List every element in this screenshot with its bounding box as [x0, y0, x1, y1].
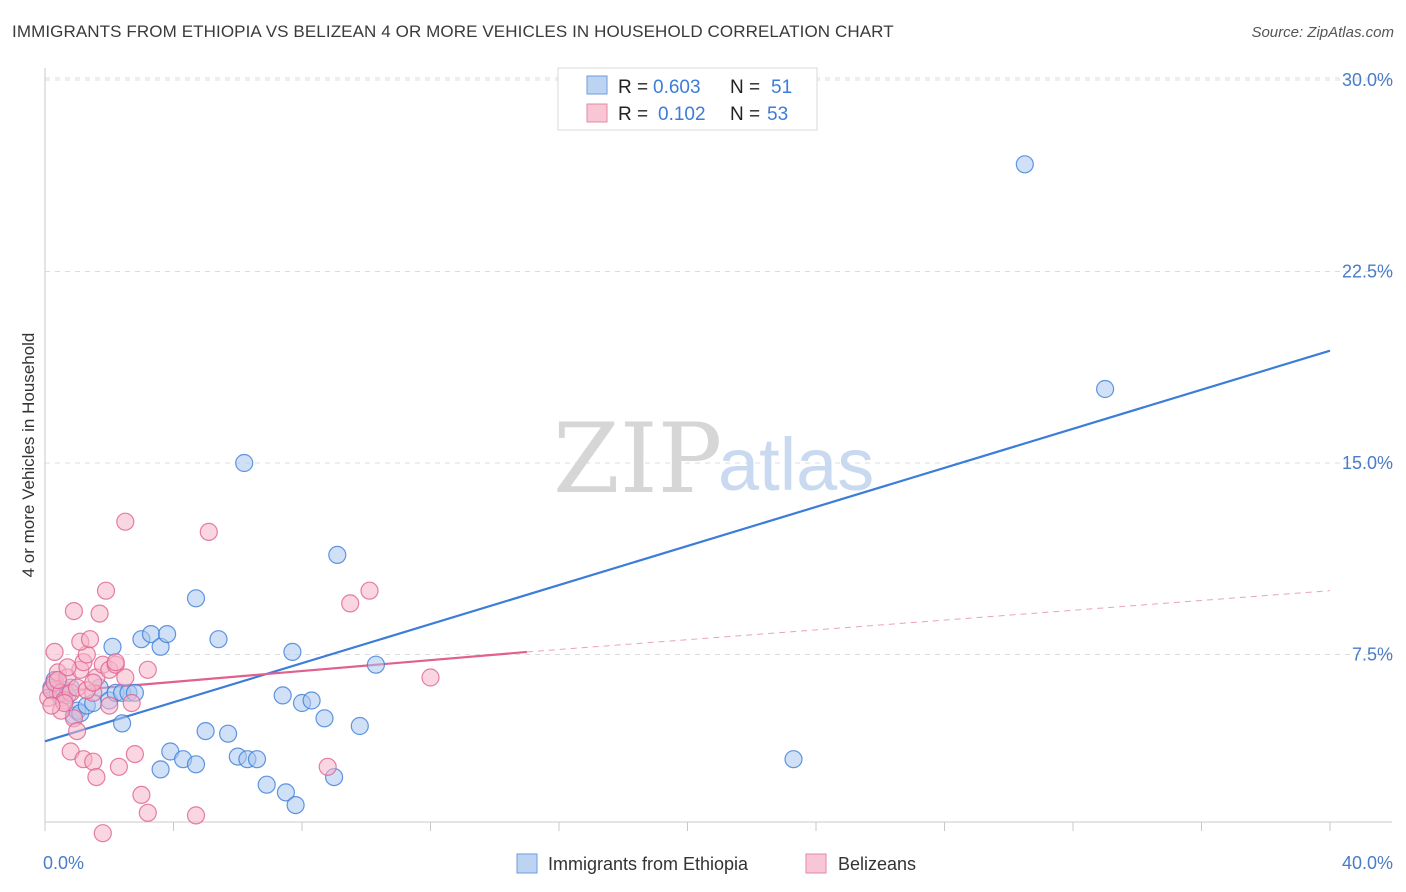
series-legend: Immigrants from Ethiopia Belizeans [516, 853, 916, 874]
bottom-legend-label-ethiopia: Immigrants from Ethiopia [548, 854, 749, 874]
belizean-point-37 [138, 660, 157, 679]
ethiopia-point-34 [276, 783, 295, 802]
chart-title: IMMIGRANTS FROM ETHIOPIA VS BELIZEAN 4 O… [12, 22, 894, 41]
tick-labels: 7.5% 15.0% 22.5% 30.0% 0.0% 40.0% [43, 70, 1393, 873]
bottom-legend-swatch-belizeans [805, 853, 827, 874]
belizean-point-29 [109, 757, 129, 776]
ethiopia-point-37 [283, 642, 302, 662]
y-axis-title: 4 or more Vehicles in Household [19, 333, 38, 578]
ethiopia-point-40 [328, 545, 347, 565]
ethiopia-point-49 [1015, 155, 1034, 174]
data-points [39, 155, 1115, 843]
belizean-point-31 [132, 785, 151, 805]
ethiopia-point-45 [209, 630, 228, 649]
belizean-point-3 [45, 642, 64, 662]
ethiopia-point-35 [286, 795, 305, 815]
legend-r-value-2: 0.102 [658, 104, 706, 125]
belizean-point-50 [58, 658, 77, 677]
bottom-legend-label-belizeans: Belizeans [838, 854, 916, 874]
bottom-legend-swatch-ethiopia [516, 853, 538, 874]
ethiopia-point-50 [1095, 379, 1115, 399]
ethiopia-point-44 [186, 589, 206, 608]
ethiopia-point-41 [350, 716, 369, 736]
belizean-point-20 [64, 601, 84, 621]
belizean-point-22 [80, 630, 100, 649]
belizean-point-27 [84, 752, 103, 771]
belizean-point-23 [90, 604, 109, 623]
ethiopia-point-48 [784, 750, 803, 769]
belizean-point-35 [116, 512, 135, 531]
belizean-point-33 [93, 824, 112, 843]
y-tick-label-2: 22.5% [1342, 262, 1393, 282]
y-tick-label-1: 15.0% [1342, 453, 1393, 473]
belizean-point-41 [421, 668, 440, 687]
belizean-point-40 [318, 757, 337, 776]
y-tick-label-3: 30.0% [1342, 70, 1393, 90]
belizean-point-28 [87, 767, 106, 787]
legend-r-label-2: R = [618, 104, 648, 125]
ethiopia-point-46 [235, 453, 254, 473]
belizean-point-19 [116, 668, 135, 687]
belizean-point-36 [199, 522, 218, 542]
ethiopia-point-24 [151, 760, 170, 779]
belizean-trend-extension [526, 590, 1331, 653]
watermark-zip: ZIP [553, 403, 722, 515]
x-tick-label-min: 0.0% [43, 853, 84, 873]
belizean-point-45 [42, 696, 61, 715]
belizean-point-51 [67, 721, 87, 741]
legend-n-label-2: N = [730, 104, 760, 125]
legend-r-value-1: 0.603 [653, 77, 701, 98]
belizean-point-49 [106, 653, 125, 672]
ethiopia-point-33 [257, 775, 276, 794]
legend-swatch-ethiopia [586, 75, 608, 95]
ethiopia-point-27 [186, 755, 206, 774]
watermark-atlas: atlas [718, 423, 874, 506]
ethiopia-point-28 [196, 721, 215, 741]
ethiopia-point-22 [103, 637, 122, 656]
ethiopia-point-32 [247, 750, 267, 769]
gridlines [45, 77, 1392, 655]
belizean-point-24 [96, 581, 116, 600]
y-tick-label-0: 7.5% [1352, 645, 1393, 665]
ethiopia-point-47 [273, 686, 292, 705]
x-tick-label-max: 40.0% [1342, 853, 1393, 873]
ethiopia-point-21 [158, 624, 177, 644]
belizean-point-48 [84, 673, 103, 692]
belizean-point-52 [122, 693, 141, 713]
ethiopia-point-23 [112, 714, 132, 733]
legend-r-label-1: R = [618, 77, 648, 98]
belizean-point-44 [48, 670, 68, 690]
watermark: ZIP atlas [553, 403, 874, 515]
belizean-point-46 [100, 696, 119, 715]
ethiopia-point-29 [219, 724, 238, 743]
legend-n-label-1: N = [730, 77, 760, 98]
legend-swatch-belizeans [586, 103, 608, 123]
legend-n-value-2: 53 [767, 104, 788, 125]
legend-n-value-1: 51 [771, 77, 792, 98]
belizean-point-39 [360, 581, 379, 600]
ethiopia-point-43 [366, 655, 385, 674]
ethiopia-point-39 [315, 709, 334, 728]
belizean-point-34 [186, 806, 206, 825]
source-label: Source: ZipAtlas.com [1251, 24, 1394, 41]
belizean-point-38 [341, 594, 360, 613]
belizean-point-32 [138, 803, 157, 822]
ethiopia-point-38 [302, 691, 321, 710]
belizean-point-30 [125, 744, 144, 764]
correlation-legend: R = 0.603 N = 51 R = 0.102 N = 53 [557, 67, 818, 131]
ethiopia-trend-line [44, 349, 1331, 743]
